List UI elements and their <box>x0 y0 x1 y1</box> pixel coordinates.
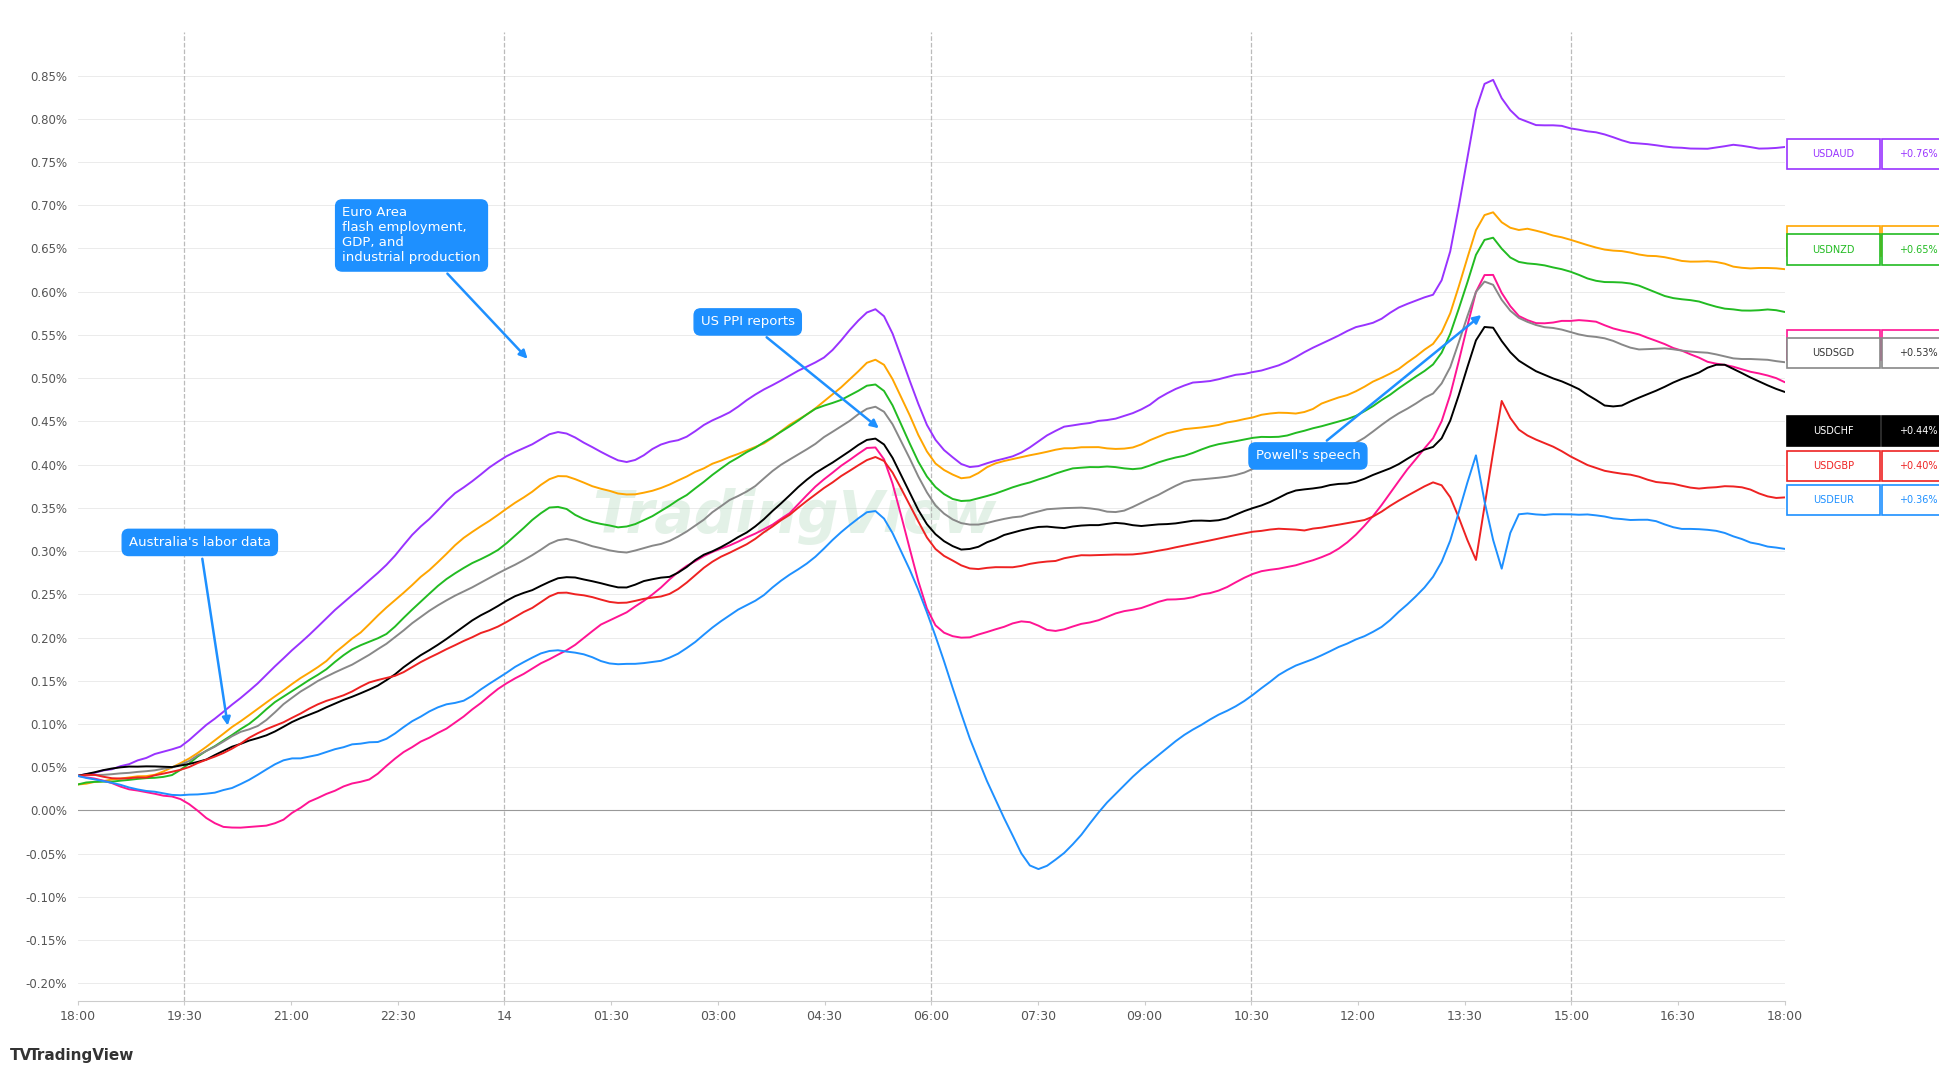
Text: TradingView: TradingView <box>29 1048 134 1063</box>
Text: USDSGD: USDSGD <box>1811 349 1854 358</box>
Text: TradingView: TradingView <box>591 489 997 544</box>
Text: USDGBP: USDGBP <box>1811 461 1854 470</box>
Text: +0.44%: +0.44% <box>1898 426 1937 436</box>
Text: USDNZD: USDNZD <box>1811 244 1854 255</box>
Text: +0.40%: +0.40% <box>1898 461 1937 470</box>
Text: USDCHF: USDCHF <box>1813 426 1852 436</box>
Text: +0.65%: +0.65% <box>1898 244 1937 255</box>
Text: +0.54%: +0.54% <box>1898 340 1937 350</box>
Text: +0.53%: +0.53% <box>1898 349 1937 358</box>
Text: US PPI reports: US PPI reports <box>700 315 876 426</box>
Text: Powell's speech: Powell's speech <box>1255 316 1478 463</box>
Text: +0.36%: +0.36% <box>1898 495 1937 506</box>
Text: +0.76%: +0.76% <box>1898 150 1937 159</box>
Text: USDJPY: USDJPY <box>1815 236 1850 246</box>
Text: TV: TV <box>10 1048 31 1063</box>
Text: USDEUR: USDEUR <box>1811 495 1854 506</box>
Text: USDCAD: USDCAD <box>1811 340 1854 350</box>
Text: Australia's labor data: Australia's labor data <box>128 536 271 723</box>
Text: Euro Area
flash employment,
GDP, and
industrial production: Euro Area flash employment, GDP, and ind… <box>341 207 525 357</box>
Text: USDAUD: USDAUD <box>1811 150 1854 159</box>
Text: +0.66%: +0.66% <box>1898 236 1937 246</box>
